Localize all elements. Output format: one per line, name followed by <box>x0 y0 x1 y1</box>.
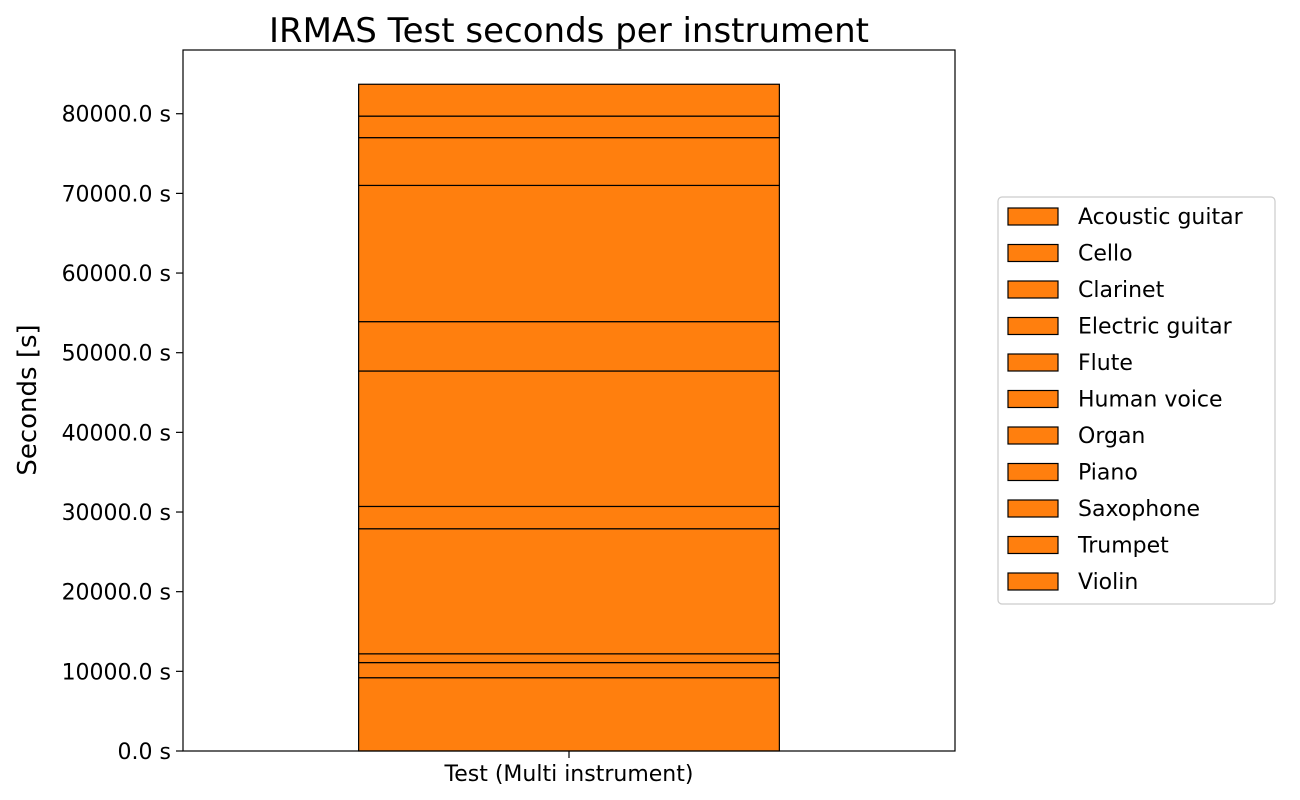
legend-swatch <box>1007 389 1059 409</box>
bar-segment-human-voice <box>358 370 780 508</box>
y-tick-label: 60000.0 s <box>62 262 171 287</box>
legend-label: Trumpet <box>1077 534 1169 559</box>
legend-swatch <box>1007 316 1059 336</box>
legend-swatch <box>1007 280 1059 299</box>
legend-swatch <box>1007 535 1059 555</box>
bar-segment-cello <box>358 661 780 679</box>
x-axis-ticks: Test (Multi instrument) <box>444 751 694 787</box>
legend-label: Piano <box>1078 461 1138 486</box>
legend-frame <box>997 196 1276 605</box>
bar-segment-trumpet <box>358 115 780 139</box>
y-tick-label: 0.0 s <box>118 740 171 765</box>
bar-segment-violin <box>358 83 780 117</box>
legend-swatch <box>1007 572 1059 591</box>
legend: Acoustic guitar Cello Clarinet Electric gui… <box>997 196 1276 605</box>
legend-swatch <box>1007 207 1059 226</box>
bar-segment-acoustic-guitar <box>358 677 780 752</box>
legend-swatch <box>1007 353 1059 372</box>
legend-label: Acoustic guitar <box>1078 205 1244 230</box>
legend-swatch <box>1007 499 1059 518</box>
y-tick-label: 30000.0 s <box>62 501 171 526</box>
y-tick-label: 20000.0 s <box>62 581 171 606</box>
y-axis-label: Seconds [s] <box>13 324 43 475</box>
y-tick-label: 40000.0 s <box>62 421 171 446</box>
bar-segment-organ <box>358 321 780 372</box>
legend-label: Violin <box>1078 570 1138 595</box>
legend-label: Cello <box>1078 242 1133 267</box>
legend-swatch <box>1007 243 1059 263</box>
legend-label: Saxophone <box>1078 497 1200 522</box>
legend-swatch <box>1007 426 1059 445</box>
y-tick-label: 50000.0 s <box>62 342 171 367</box>
y-tick-label: 70000.0 s <box>62 182 171 207</box>
legend-label: Clarinet <box>1078 278 1165 303</box>
x-tick-label: Test (Multi instrument) <box>444 762 694 787</box>
legend-label: Electric guitar <box>1078 315 1233 340</box>
chart-title: IRMAS Test seconds per instrument <box>269 11 869 51</box>
bar-segment-saxophone <box>358 137 780 187</box>
bar-stack <box>358 83 780 752</box>
bar-segment-clarinet <box>358 653 780 664</box>
y-tick-label: 10000.0 s <box>62 660 171 685</box>
y-tick-label: 80000.0 s <box>62 103 171 128</box>
y-axis-ticks: 0.0 s 10000.0 s 20000.0 s 30000.0 s 40000.0 … <box>62 103 183 765</box>
bar-segment-piano <box>358 184 780 323</box>
bar-segment-flute <box>358 505 780 530</box>
legend-label: Flute <box>1078 351 1133 376</box>
legend-label: Human voice <box>1078 388 1223 413</box>
legend-swatch <box>1007 462 1059 482</box>
legend-label: Organ <box>1078 424 1145 449</box>
bar-segment-electric-guitar <box>358 528 780 655</box>
